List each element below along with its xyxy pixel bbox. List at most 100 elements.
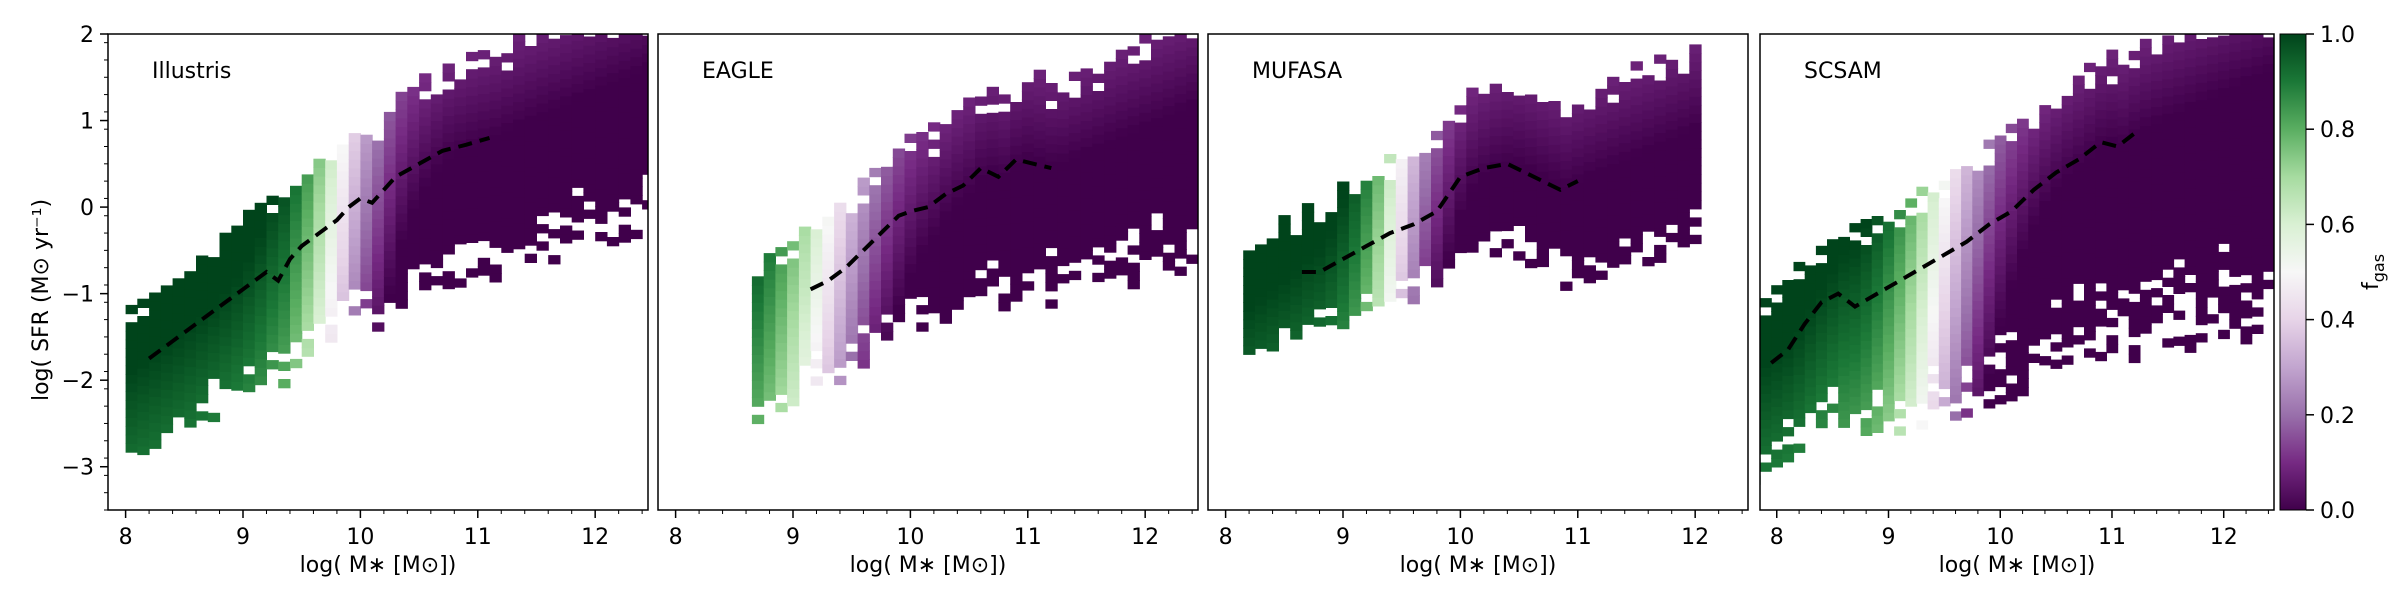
heatmap-cell: [798, 261, 812, 271]
heatmap-cell: [207, 326, 221, 336]
heatmap-cell: [857, 333, 870, 343]
heatmap-cell: [454, 200, 467, 210]
heatmap-cell: [939, 271, 952, 281]
heatmap-cell: [1454, 157, 1467, 167]
heatmap-cell: [1290, 304, 1303, 314]
heatmap-cell: [1243, 319, 1256, 329]
heatmap-cell: [2251, 56, 2264, 66]
heatmap-cell: [2262, 262, 2274, 272]
heatmap-cell: [278, 292, 291, 302]
heatmap-cell: [383, 146, 397, 156]
heatmap-cell: [595, 41, 608, 51]
heatmap-cell: [1838, 254, 1850, 264]
heatmap-cell: [1290, 278, 1303, 288]
heatmap-cell: [810, 376, 823, 386]
heatmap-cell: [2184, 248, 2197, 258]
heatmap-cell: [1104, 269, 1117, 279]
heatmap-cell: [1760, 388, 1761, 399]
heatmap-cell: [2262, 236, 2274, 246]
heatmap-cell: [548, 99, 561, 109]
heatmap-cell: [1162, 88, 1176, 98]
heatmap-cell: [606, 124, 620, 134]
heatmap-cell: [2028, 249, 2040, 260]
heatmap-cell: [1045, 91, 1058, 101]
heatmap-cell: [810, 315, 823, 326]
heatmap-cell: [1139, 112, 1152, 122]
heatmap-cell: [618, 146, 631, 157]
heatmap-cell: [1080, 129, 1093, 139]
heatmap-cell: [372, 287, 385, 297]
heatmap-cell: [975, 200, 988, 210]
heatmap-cell: [2218, 234, 2230, 244]
heatmap-cell: [1431, 200, 1444, 210]
heatmap-cell: [763, 322, 776, 332]
heatmap-cell: [2017, 369, 2029, 379]
heatmap-cell: [313, 279, 326, 290]
heatmap-cell: [2251, 34, 2264, 40]
heatmap-cell: [1372, 202, 1385, 212]
heatmap-cell: [2084, 106, 2096, 116]
heatmap-cell: [2039, 105, 2052, 115]
heatmap-cell: [172, 295, 185, 305]
heatmap-cell: [787, 327, 800, 337]
heatmap-cell: [1266, 238, 1279, 248]
heatmap-cell: [524, 219, 537, 229]
heatmap-cell: [477, 179, 491, 190]
heatmap-cell: [1057, 222, 1070, 232]
heatmap-cell: [1642, 153, 1655, 163]
heatmap-cell: [2251, 169, 2264, 179]
heatmap-cell: [1560, 125, 1573, 136]
heatmap-cell: [2251, 73, 2264, 84]
heatmap-cell: [548, 116, 561, 126]
heatmap-cell: [1057, 118, 1070, 128]
heatmap-cell: [1419, 248, 1432, 258]
heatmap-cell: [1010, 136, 1023, 146]
heatmap-cell: [1057, 248, 1070, 258]
heatmap-cell: [881, 270, 894, 280]
heatmap-cell: [1454, 139, 1467, 150]
heatmap-cell: [1654, 167, 1667, 177]
heatmap-cell: [2050, 117, 2063, 127]
heatmap-cell: [2184, 144, 2197, 154]
colorbar-gradient: [2279, 33, 2307, 511]
heatmap-cell: [2017, 326, 2029, 336]
heatmap-cell: [1080, 85, 1093, 95]
heatmap-cell: [834, 271, 847, 282]
heatmap-cell: [1665, 111, 1679, 121]
heatmap-cell: [2005, 158, 2018, 168]
heatmap-cell: [2017, 205, 2029, 215]
heatmap-cell: [2207, 132, 2219, 142]
heatmap-cell: [207, 352, 221, 362]
heatmap-cell: [348, 219, 361, 229]
heatmap-cell: [1384, 154, 1397, 164]
heatmap-cell: [1021, 82, 1035, 92]
heatmap-cell: [2039, 269, 2052, 279]
heatmap-cell: [301, 200, 314, 210]
heatmap-cell: [1033, 87, 1046, 97]
heatmap-cell: [2017, 213, 2029, 224]
heatmap-cell: [1139, 34, 1152, 44]
heatmap-cell: [407, 182, 420, 192]
heatmap-cell: [442, 271, 455, 281]
heatmap-cell: [916, 227, 929, 237]
y-tick-label: 0: [80, 196, 94, 221]
heatmap-cell: [1021, 90, 1035, 101]
heatmap-cell: [1782, 288, 1795, 298]
heatmap-cell: [630, 99, 643, 110]
heatmap-cell: [395, 290, 408, 301]
heatmap-cell: [419, 116, 432, 126]
heatmap-cell: [1548, 187, 1561, 197]
heatmap-cell: [857, 290, 870, 300]
heatmap-cell: [1804, 377, 1817, 388]
heatmap-cell: [548, 255, 561, 265]
heatmap-cell: [513, 196, 526, 206]
heatmap-cell: [2128, 275, 2141, 286]
heatmap-cell: [951, 179, 964, 189]
heatmap-cell: [1501, 213, 1514, 223]
heatmap-cell: [266, 195, 279, 205]
heatmap-cell: [2162, 208, 2175, 218]
heatmap-cell: [1021, 134, 1035, 144]
heatmap-cell: [939, 297, 952, 307]
heatmap-cell: [360, 134, 373, 144]
heatmap-cell: [1478, 163, 1491, 173]
